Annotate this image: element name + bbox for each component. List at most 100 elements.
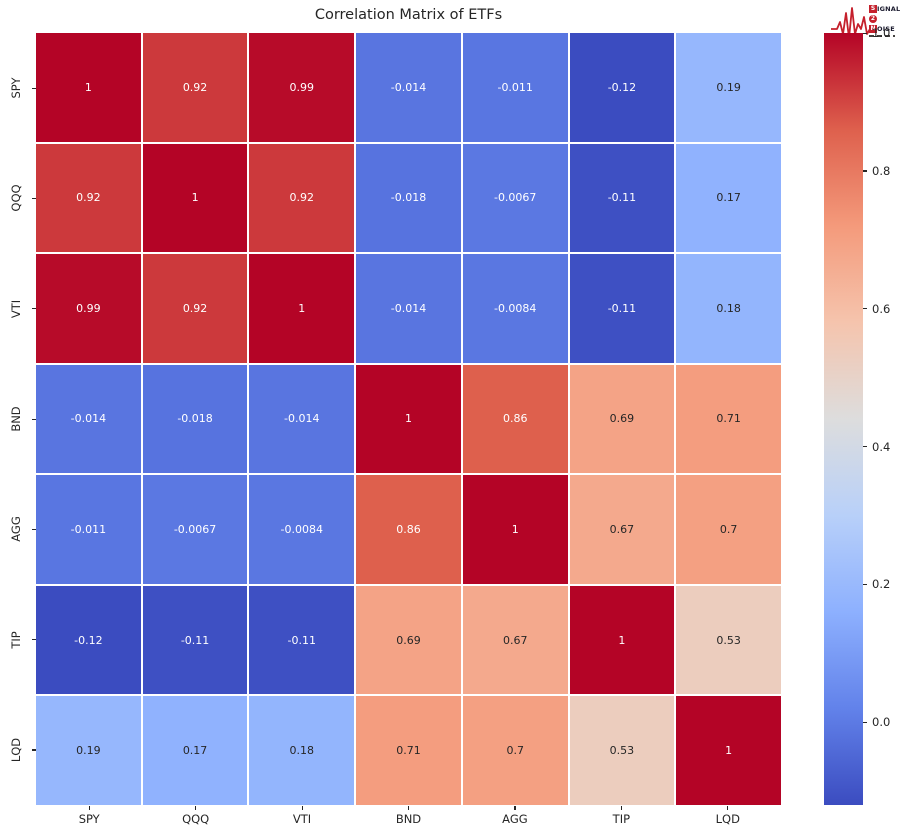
heatmap-cell: 0.92	[249, 143, 355, 253]
heatmap-cell: 1	[356, 364, 461, 474]
colorbar-tick-mark	[863, 583, 867, 586]
logo-word-oise: OISE	[877, 24, 895, 33]
heatmap-cell: -0.11	[249, 585, 355, 695]
heatmap-cell: -0.014	[356, 33, 461, 142]
heatmap-cell: 0.92	[142, 33, 248, 142]
heatmap-cell: 1	[569, 585, 675, 695]
heatmap-cell: -0.018	[356, 143, 461, 253]
y-tick-mark	[31, 87, 36, 89]
y-tick-label: BND	[9, 406, 23, 432]
y-tick-label: TIP	[9, 630, 23, 649]
colorbar-tick-label: 0.6	[872, 301, 891, 316]
colorbar-tick-mark	[863, 32, 867, 34]
heatmap-cell: 0.99	[36, 254, 141, 363]
heatmap-cell: -0.11	[569, 254, 675, 363]
heatmap-cell: 1	[462, 475, 568, 584]
heatmap-cell: 0.92	[36, 143, 141, 253]
signal2noise-logo: S IGNAL 2 N OISE	[831, 1, 903, 45]
logo-line-2: 2	[869, 14, 902, 23]
heatmap-cell: 0.86	[356, 475, 461, 584]
x-tick-label: LQD	[715, 812, 740, 826]
x-tick-label: QQQ	[182, 812, 210, 826]
heatmap-cell: 0.7	[676, 475, 781, 584]
heatmap-cell: -0.014	[36, 364, 141, 474]
x-tick-mark	[620, 805, 623, 810]
x-tick-label: BND	[395, 812, 422, 826]
colorbar-tick-label: 1.0	[872, 26, 891, 40]
y-tick-mark	[31, 639, 36, 641]
colorbar-tick-label: 0.0	[872, 715, 891, 730]
heatmap-cell: -0.014	[249, 364, 355, 474]
heatmap-cell: 0.53	[676, 585, 781, 695]
heatmap-cell: 0.18	[249, 696, 355, 805]
y-tick-mark	[31, 528, 36, 530]
heatmap-cell: -0.11	[569, 143, 675, 253]
heatmap-cell: 0.7	[462, 696, 568, 805]
y-tick-label: AGG	[9, 516, 23, 543]
heatmap-cell: -0.018	[142, 364, 248, 474]
heatmap-cell: 0.69	[569, 364, 675, 474]
logo-n-badge: N	[869, 24, 877, 33]
x-tick-mark	[301, 805, 303, 810]
y-tick-label: LQD	[9, 737, 23, 763]
colorbar-tick-mark	[863, 170, 867, 172]
x-tick-mark	[514, 805, 516, 810]
colorbar-gradient	[824, 33, 863, 805]
colorbar-tick-mark	[863, 721, 867, 723]
x-tick-mark	[88, 805, 90, 810]
y-tick-mark	[31, 418, 36, 420]
colorbar-tick-label: 0.8	[872, 163, 891, 178]
heatmap-cell: 1	[36, 33, 141, 142]
heatmap-cell: -0.0084	[462, 254, 568, 363]
heatmap-cell: -0.12	[569, 33, 675, 142]
x-tick-mark	[727, 805, 729, 810]
logo-word-ignal: IGNAL	[877, 4, 901, 13]
heatmap-cell: -0.12	[36, 585, 141, 695]
heatmap-cell: 1	[142, 143, 248, 253]
heatmap-grid: 1 0.92 0.99 -0.014 -0.011 -0.12 0.19 0.92 1 0.92-…	[36, 33, 781, 805]
heatmap-cell: 0.99	[249, 33, 355, 142]
x-tick-label: SPY	[78, 812, 100, 826]
logo-line-signal: S IGNAL	[869, 4, 902, 13]
logo-2-badge: 2	[869, 14, 877, 23]
y-tick-label: QQQ	[9, 184, 23, 212]
y-tick-mark	[31, 308, 36, 310]
x-tick-label: AGG	[502, 812, 528, 826]
heatmap-cell: 0.67	[569, 475, 675, 584]
x-tick-mark	[195, 805, 197, 810]
heatmap-cell: 0.86	[462, 364, 568, 474]
heatmap-cell: 0.19	[676, 33, 781, 142]
heatmap-cell: -0.011	[462, 33, 568, 142]
y-tick-label: SPY	[9, 77, 23, 99]
logo-text: S IGNAL 2 N OISE	[869, 4, 902, 37]
ekg-waveform-icon	[831, 7, 877, 39]
heatmap-cell: 0.17	[142, 696, 248, 805]
heatmap-cell: 0.67	[462, 585, 568, 695]
chart-title: Correlation Matrix of ETFs	[314, 7, 503, 23]
heatmap-cell: -0.0067	[462, 143, 568, 253]
heatmap-cell: -0.0067	[142, 475, 248, 584]
heatmap-cell: 0.71	[356, 696, 461, 805]
x-tick-label: TIP	[612, 812, 631, 826]
heatmap-cell: -0.11	[142, 585, 248, 695]
heatmap-cell: 0.69	[356, 585, 461, 695]
colorbar-tick-mark	[863, 308, 867, 310]
heatmap-cell: 0.18	[676, 254, 781, 363]
x-tick-mark	[408, 805, 410, 810]
colorbar-tick-label: 0.2	[872, 577, 891, 592]
x-tick-label: VTI	[292, 812, 312, 826]
logo-line-noise: N OISE	[869, 24, 902, 33]
heatmap-cell: 1	[676, 696, 781, 805]
heatmap-cell: -0.014	[356, 254, 461, 363]
heatmap-cell: 1	[249, 254, 355, 363]
heatmap-cell: 0.19	[36, 696, 141, 805]
logo-tagline	[869, 35, 895, 37]
colorbar-tick-label: 0.4	[872, 439, 891, 454]
colorbar-tick-mark	[863, 446, 867, 448]
y-tick-mark	[31, 749, 36, 751]
heatmap-cell: 0.92	[142, 254, 248, 363]
heatmap-cell: 0.17	[676, 143, 781, 253]
heatmap-cell: 0.53	[569, 696, 675, 805]
heatmap-cell: -0.011	[36, 475, 141, 584]
heatmap-cell: 0.71	[676, 364, 781, 474]
